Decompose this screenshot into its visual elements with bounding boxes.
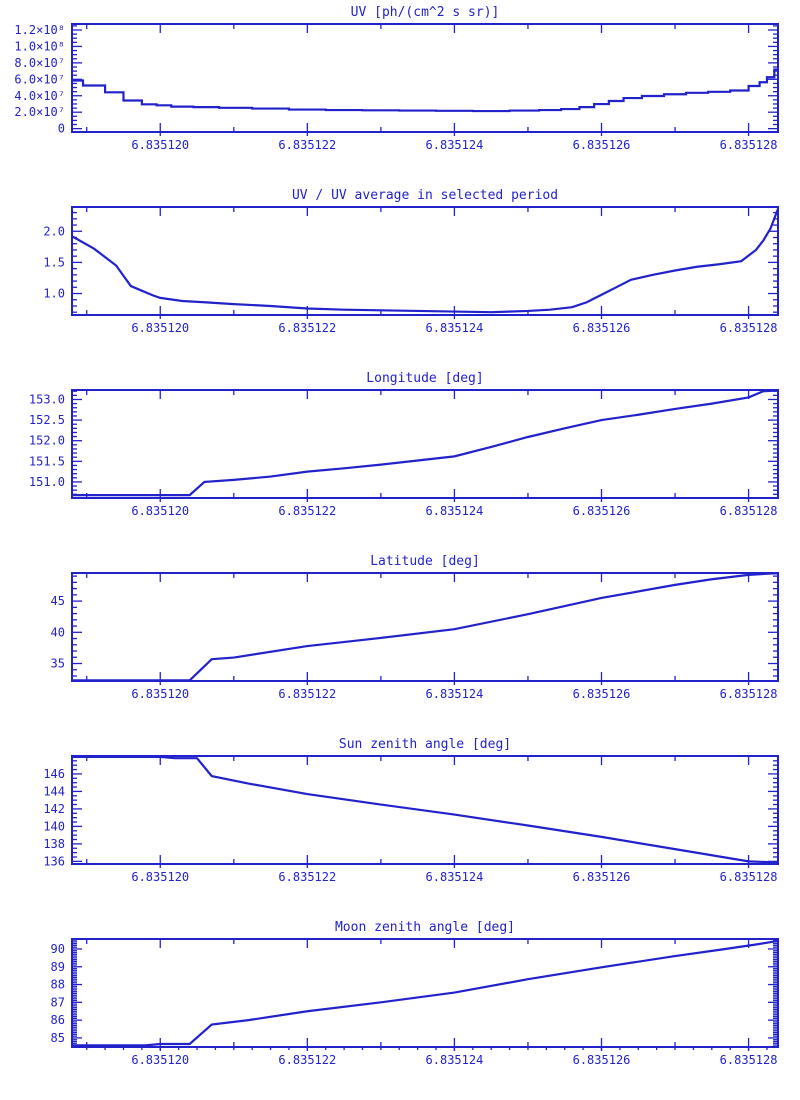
y-tick-label: 4.0×10⁷	[14, 89, 65, 103]
y-tick-label: 136	[43, 854, 65, 868]
y-tick-label: 1.2×10⁸	[14, 23, 65, 37]
axis-frame	[71, 755, 779, 865]
y-tick-label: 6.0×10⁷	[14, 72, 65, 86]
y-tick-label: 2.0	[43, 224, 65, 238]
x-tick-label: 6.835126	[573, 687, 631, 701]
x-tick-label: 6.835122	[278, 504, 336, 518]
panel-moon-zenith: Moon zenith angle [deg] 6.835120 6.835122 6…	[0, 917, 800, 1100]
y-tick-label: 0	[58, 122, 65, 136]
chart-title: Latitude [deg]	[370, 554, 480, 569]
y-tick-label: 151.0	[29, 475, 65, 489]
axis-frame	[71, 938, 779, 1048]
x-tick-label: 6.835126	[573, 504, 631, 518]
series-line	[72, 389, 779, 497]
y-tick-label: 142	[43, 802, 65, 816]
y-tick-label: 144	[43, 784, 65, 798]
sun-zenith-chart: Sun zenith angle [deg] 6.835120 6.835122 6.…	[43, 737, 779, 884]
x-tick-label: 6.835128	[720, 504, 778, 518]
x-tick-label: 6.835124	[426, 687, 484, 701]
series-line	[72, 939, 779, 1047]
panel-uv-ratio: UV / UV average in selected period 6.8351…	[0, 185, 800, 368]
panel-latitude: Latitude [deg] 6.835120 6.835122 6.835124 6.…	[0, 551, 800, 734]
x-tick-label: 6.835122	[278, 1053, 336, 1067]
moon-zenith-chart: Moon zenith angle [deg] 6.835120 6.835122 6…	[51, 920, 779, 1067]
x-tick-label: 6.835128	[720, 687, 778, 701]
x-tick-label: 6.835128	[720, 1053, 778, 1067]
x-tick-label: 6.835120	[131, 138, 189, 152]
uv-ratio-chart: UV / UV average in selected period 6.8351…	[43, 188, 780, 335]
axis-frame	[71, 389, 779, 499]
y-tick-label: 1.0×10⁸	[14, 39, 65, 53]
x-tick-label: 6.835128	[720, 870, 778, 884]
y-tick-label: 140	[43, 819, 65, 833]
x-tick-label: 6.835126	[573, 870, 631, 884]
x-tick-label: 6.835124	[426, 1053, 484, 1067]
axis-frame	[71, 572, 779, 682]
x-tick-label: 6.835128	[720, 138, 778, 152]
x-tick-label: 6.835122	[278, 687, 336, 701]
y-tick-label: 1.0	[43, 287, 65, 301]
y-tick-label: 85	[51, 1031, 65, 1045]
y-tick-label: 152.0	[29, 434, 65, 448]
series-line	[72, 755, 778, 864]
y-tick-label: 1.5	[43, 255, 65, 269]
uv-chart: UV [ph/(cm^2 s sr)] 6.835120 6.835122 6.835…	[14, 5, 779, 152]
chart-title: Moon zenith angle [deg]	[335, 920, 515, 935]
x-tick-label: 6.835124	[426, 138, 484, 152]
x-tick-label: 6.835122	[278, 321, 336, 335]
x-tick-label: 6.835126	[573, 138, 631, 152]
series-line	[71, 208, 780, 314]
axis-frame	[71, 23, 779, 133]
x-tick-label: 6.835120	[131, 870, 189, 884]
y-tick-label: 35	[51, 657, 65, 671]
latitude-chart: Latitude [deg] 6.835120 6.835122 6.835124 6.…	[51, 554, 779, 701]
chart-title: UV / UV average in selected period	[292, 188, 558, 203]
y-tick-label: 89	[51, 960, 65, 974]
x-tick-label: 6.835126	[573, 321, 631, 335]
y-tick-label: 8.0×10⁷	[14, 56, 65, 70]
y-tick-label: 45	[51, 594, 65, 608]
y-tick-label: 2.0×10⁷	[14, 105, 65, 119]
panel-sun-zenith: Sun zenith angle [deg] 6.835120 6.835122 6.…	[0, 734, 800, 917]
longitude-chart: Longitude [deg] 6.835120 6.835122 6.835124 6…	[29, 371, 779, 518]
x-tick-label: 6.835124	[426, 321, 484, 335]
series-line	[72, 68, 778, 113]
panel-longitude: Longitude [deg] 6.835120 6.835122 6.835124 6…	[0, 368, 800, 551]
y-tick-label: 138	[43, 837, 65, 851]
x-tick-label: 6.835124	[426, 870, 484, 884]
x-tick-label: 6.835122	[278, 870, 336, 884]
series-line	[72, 572, 779, 682]
x-tick-label: 6.835122	[278, 138, 336, 152]
x-tick-label: 6.835120	[131, 321, 189, 335]
y-tick-label: 86	[51, 1013, 65, 1027]
x-tick-label: 6.835120	[131, 1053, 189, 1067]
x-tick-label: 6.835120	[131, 687, 189, 701]
chart-title: UV [ph/(cm^2 s sr)]	[351, 5, 500, 20]
y-tick-label: 152.5	[29, 413, 65, 427]
axis-frame	[71, 206, 779, 316]
y-tick-label: 153.0	[29, 392, 65, 406]
y-tick-label: 151.5	[29, 454, 65, 468]
chart-title: Longitude [deg]	[366, 371, 483, 386]
y-tick-label: 40	[51, 625, 65, 639]
x-tick-label: 6.835128	[720, 321, 778, 335]
x-tick-label: 6.835126	[573, 1053, 631, 1067]
y-tick-label: 90	[51, 942, 65, 956]
x-tick-label: 6.835120	[131, 504, 189, 518]
x-tick-label: 6.835124	[426, 504, 484, 518]
panel-uv: UV [ph/(cm^2 s sr)] 6.835120 6.835122 6.835…	[0, 2, 800, 185]
chart-title: Sun zenith angle [deg]	[339, 737, 511, 752]
y-tick-label: 146	[43, 767, 65, 781]
y-tick-label: 87	[51, 995, 65, 1009]
y-tick-label: 88	[51, 978, 65, 992]
